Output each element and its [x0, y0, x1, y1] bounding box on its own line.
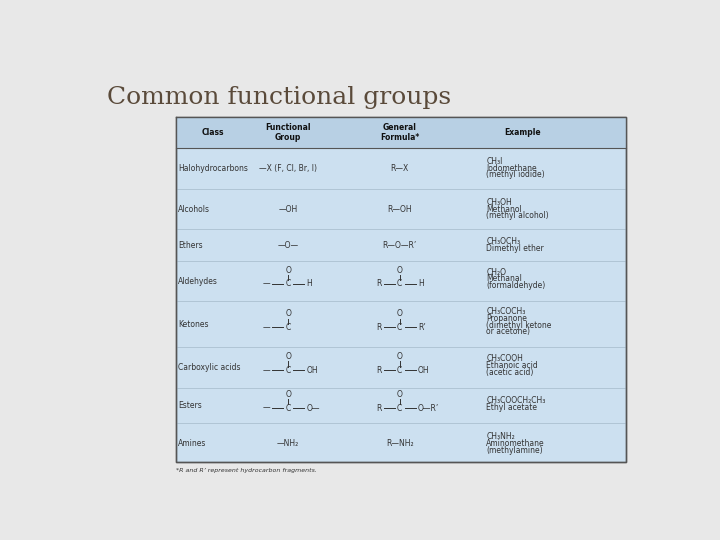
Text: General
Formula*: General Formula*	[380, 123, 419, 142]
Text: O: O	[397, 352, 402, 361]
Text: R—OH: R—OH	[387, 205, 412, 214]
Text: Aminomethane: Aminomethane	[486, 439, 545, 448]
Text: —NH₂: —NH₂	[277, 439, 300, 448]
Text: (methyl alcohol): (methyl alcohol)	[486, 211, 549, 220]
Text: —: —	[262, 366, 270, 375]
Text: O: O	[397, 309, 402, 319]
Text: Propanone: Propanone	[486, 314, 527, 323]
Text: O: O	[397, 390, 402, 399]
Text: C: C	[397, 366, 402, 375]
Text: Methanol: Methanol	[486, 205, 522, 214]
Text: Carboxylic acids: Carboxylic acids	[178, 363, 240, 372]
Text: C: C	[397, 323, 402, 332]
FancyBboxPatch shape	[176, 117, 626, 462]
Text: —: —	[262, 279, 270, 288]
Text: CH₃OH: CH₃OH	[486, 198, 512, 207]
Text: (acetic acid): (acetic acid)	[486, 368, 534, 376]
Text: Methanal: Methanal	[486, 274, 522, 284]
Text: Esters: Esters	[178, 401, 202, 410]
Text: CH₃COOH: CH₃COOH	[486, 354, 523, 363]
Text: O: O	[397, 266, 402, 275]
Text: R—NH₂: R—NH₂	[386, 439, 413, 448]
Text: Amines: Amines	[178, 439, 207, 448]
Text: C: C	[285, 403, 291, 413]
Text: —: —	[262, 323, 270, 332]
Text: R: R	[376, 323, 382, 332]
Text: O—R’: O—R’	[418, 403, 439, 413]
Text: CH₃COCH₃: CH₃COCH₃	[486, 307, 526, 316]
Text: Alcohols: Alcohols	[178, 205, 210, 214]
Text: Ethyl acetate: Ethyl acetate	[486, 403, 537, 411]
Text: C: C	[285, 366, 291, 375]
Text: (dimethyl ketone: (dimethyl ketone	[486, 321, 552, 330]
Text: R’: R’	[418, 323, 426, 332]
Text: Halohydrocarbons: Halohydrocarbons	[178, 164, 248, 173]
Text: CH₃COOCH₂CH₃: CH₃COOCH₂CH₃	[486, 396, 546, 405]
Text: C: C	[285, 279, 291, 288]
Text: CH₃OCH₃: CH₃OCH₃	[486, 237, 521, 246]
Text: Ketones: Ketones	[178, 320, 209, 329]
Text: —: —	[262, 403, 270, 413]
Text: Functional
Group: Functional Group	[266, 123, 311, 142]
Text: Class: Class	[202, 128, 224, 137]
Text: —O—: —O—	[277, 240, 299, 249]
Text: H: H	[418, 279, 423, 288]
Text: R: R	[376, 279, 382, 288]
Text: O: O	[285, 266, 291, 275]
Text: CH₃I: CH₃I	[486, 157, 503, 166]
Text: C: C	[285, 323, 291, 332]
Text: (methyl iodide): (methyl iodide)	[486, 171, 545, 179]
Text: CH₂O: CH₂O	[486, 268, 506, 277]
Text: *R and R’ represent hydrocarbon fragments.: *R and R’ represent hydrocarbon fragment…	[176, 468, 318, 473]
Text: Dimethyl ether: Dimethyl ether	[486, 244, 544, 253]
Text: Ethers: Ethers	[178, 240, 203, 249]
Text: H: H	[306, 279, 312, 288]
Text: O: O	[285, 352, 291, 361]
Text: R: R	[376, 403, 382, 413]
Text: CH₃NH₂: CH₃NH₂	[486, 433, 515, 441]
Text: R—X: R—X	[390, 164, 409, 173]
Text: Common functional groups: Common functional groups	[107, 85, 451, 109]
Text: or acetone): or acetone)	[486, 327, 530, 336]
Text: Iodomethane: Iodomethane	[486, 164, 537, 173]
Text: C: C	[397, 279, 402, 288]
Text: OH: OH	[306, 366, 318, 375]
Text: OH: OH	[418, 366, 429, 375]
Text: Aldehydes: Aldehydes	[178, 276, 218, 286]
Text: —X (F, Cl, Br, I): —X (F, Cl, Br, I)	[259, 164, 317, 173]
Text: C: C	[397, 403, 402, 413]
Text: O: O	[285, 309, 291, 319]
Text: O—: O—	[306, 403, 320, 413]
Text: Ethanoic acid: Ethanoic acid	[486, 361, 538, 370]
Text: R: R	[376, 366, 382, 375]
Text: R—O—R’: R—O—R’	[382, 240, 417, 249]
Text: —OH: —OH	[279, 205, 297, 214]
Text: (methylamine): (methylamine)	[486, 446, 543, 455]
Text: O: O	[285, 390, 291, 399]
Text: Example: Example	[504, 128, 541, 137]
FancyBboxPatch shape	[176, 117, 626, 148]
Text: (formaldehyde): (formaldehyde)	[486, 281, 546, 290]
